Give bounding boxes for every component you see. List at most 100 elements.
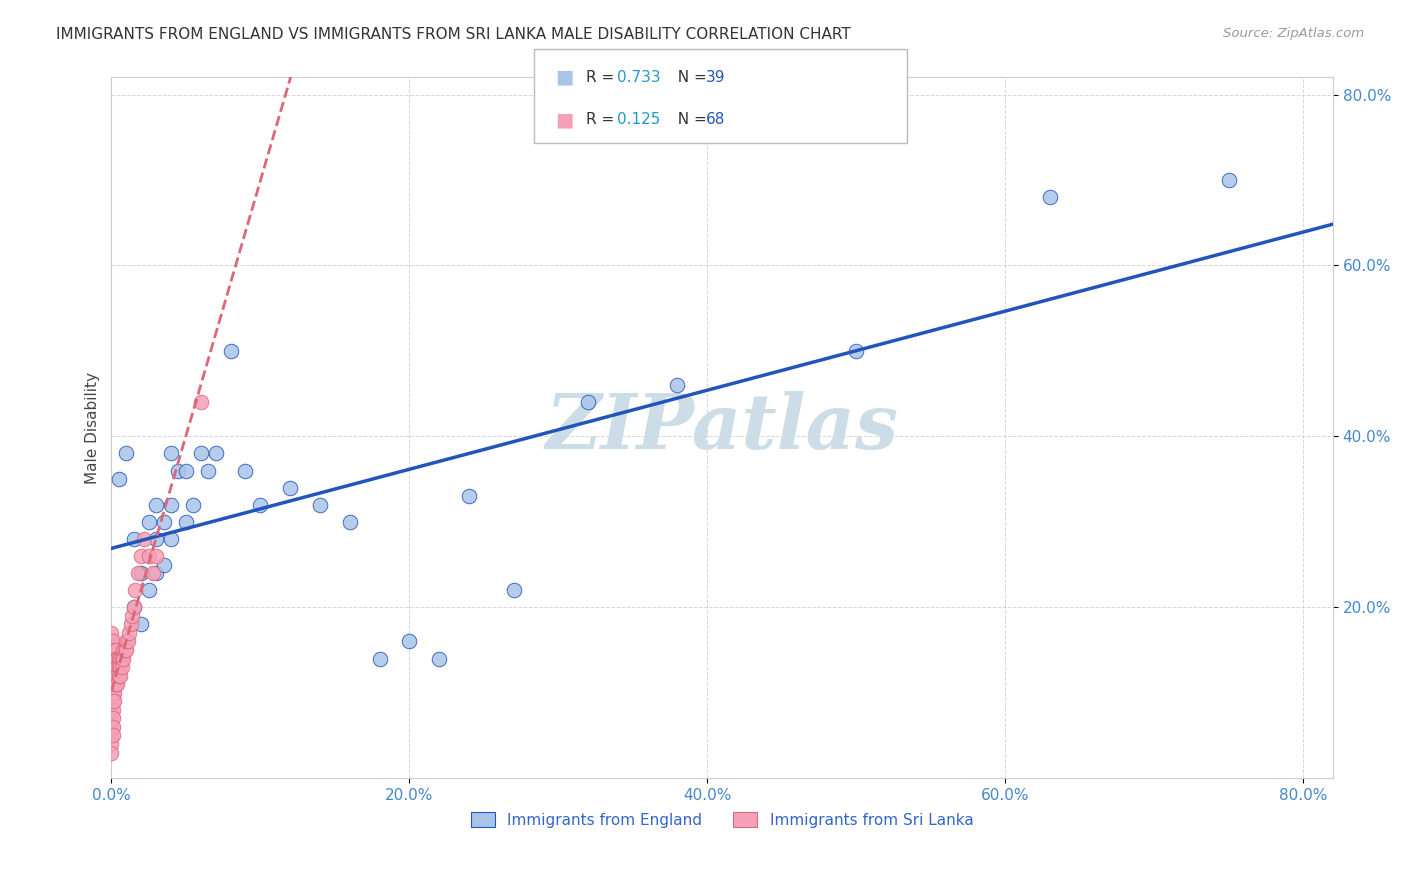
- Point: [249, 498, 271, 512]
- Point: [112, 651, 135, 665]
- Point: [145, 566, 167, 581]
- Point: [129, 549, 152, 563]
- Point: [145, 498, 167, 512]
- Point: [100, 668, 122, 682]
- Point: [122, 600, 145, 615]
- Point: [101, 711, 124, 725]
- Point: [129, 617, 152, 632]
- Point: [110, 660, 132, 674]
- Point: [104, 668, 127, 682]
- Point: [108, 651, 131, 665]
- Point: [115, 643, 138, 657]
- Text: N =: N =: [668, 112, 711, 128]
- Point: [120, 617, 142, 632]
- Text: 39: 39: [706, 70, 725, 85]
- Point: [100, 686, 122, 700]
- Text: 0.733: 0.733: [617, 70, 661, 85]
- Point: [204, 446, 226, 460]
- Point: [190, 395, 212, 409]
- Point: [114, 643, 136, 657]
- Point: [1039, 190, 1062, 204]
- Point: [142, 566, 165, 581]
- Text: R =: R =: [586, 70, 620, 85]
- Point: [108, 660, 131, 674]
- Point: [101, 686, 124, 700]
- Point: [110, 651, 132, 665]
- Text: 68: 68: [706, 112, 725, 128]
- Point: [134, 532, 156, 546]
- Point: [183, 498, 205, 512]
- Point: [129, 566, 152, 581]
- Legend: Immigrants from England, Immigrants from Sri Lanka: Immigrants from England, Immigrants from…: [464, 805, 980, 834]
- Point: [576, 395, 599, 409]
- Point: [100, 651, 122, 665]
- Point: [103, 694, 125, 708]
- Point: [101, 720, 124, 734]
- Point: [103, 651, 125, 665]
- Point: [666, 378, 689, 392]
- Point: [174, 515, 197, 529]
- Point: [103, 668, 125, 682]
- Point: [110, 668, 132, 682]
- Text: ■: ■: [555, 110, 574, 129]
- Point: [160, 446, 183, 460]
- Point: [145, 549, 167, 563]
- Point: [124, 583, 146, 598]
- Point: [100, 643, 122, 657]
- Point: [100, 711, 122, 725]
- Point: [100, 660, 122, 674]
- Point: [339, 515, 361, 529]
- Text: Source: ZipAtlas.com: Source: ZipAtlas.com: [1223, 27, 1364, 40]
- Point: [105, 677, 128, 691]
- Point: [278, 481, 301, 495]
- Point: [112, 643, 135, 657]
- Point: [101, 634, 124, 648]
- Point: [104, 643, 127, 657]
- Point: [101, 703, 124, 717]
- Point: [138, 515, 160, 529]
- Point: [100, 737, 122, 751]
- Text: ZIPatlas: ZIPatlas: [546, 391, 898, 465]
- Point: [100, 746, 122, 760]
- Point: [108, 472, 131, 486]
- Point: [117, 634, 139, 648]
- Point: [368, 651, 391, 665]
- Point: [174, 464, 197, 478]
- Point: [105, 651, 128, 665]
- Point: [118, 626, 141, 640]
- Point: [103, 643, 125, 657]
- Point: [1218, 173, 1240, 187]
- Point: [104, 651, 127, 665]
- Text: IMMIGRANTS FROM ENGLAND VS IMMIGRANTS FROM SRI LANKA MALE DISABILITY CORRELATION: IMMIGRANTS FROM ENGLAND VS IMMIGRANTS FR…: [56, 27, 851, 42]
- Point: [122, 600, 145, 615]
- Point: [115, 634, 138, 648]
- Text: 0.125: 0.125: [617, 112, 661, 128]
- Point: [100, 694, 122, 708]
- Point: [115, 446, 138, 460]
- Point: [101, 677, 124, 691]
- Point: [457, 489, 479, 503]
- Point: [309, 498, 332, 512]
- Point: [167, 464, 190, 478]
- Text: N =: N =: [668, 70, 711, 85]
- Point: [101, 694, 124, 708]
- Point: [103, 660, 125, 674]
- Point: [101, 729, 124, 743]
- Point: [100, 677, 122, 691]
- Point: [108, 668, 131, 682]
- Point: [101, 651, 124, 665]
- Point: [235, 464, 257, 478]
- Point: [122, 532, 145, 546]
- Point: [127, 566, 149, 581]
- Point: [100, 634, 122, 648]
- Point: [197, 464, 219, 478]
- Point: [100, 626, 122, 640]
- Point: [145, 532, 167, 546]
- Point: [121, 608, 143, 623]
- Point: [100, 720, 122, 734]
- Point: [160, 532, 183, 546]
- Y-axis label: Male Disability: Male Disability: [86, 372, 100, 483]
- Point: [160, 498, 183, 512]
- Point: [427, 651, 450, 665]
- Point: [105, 660, 128, 674]
